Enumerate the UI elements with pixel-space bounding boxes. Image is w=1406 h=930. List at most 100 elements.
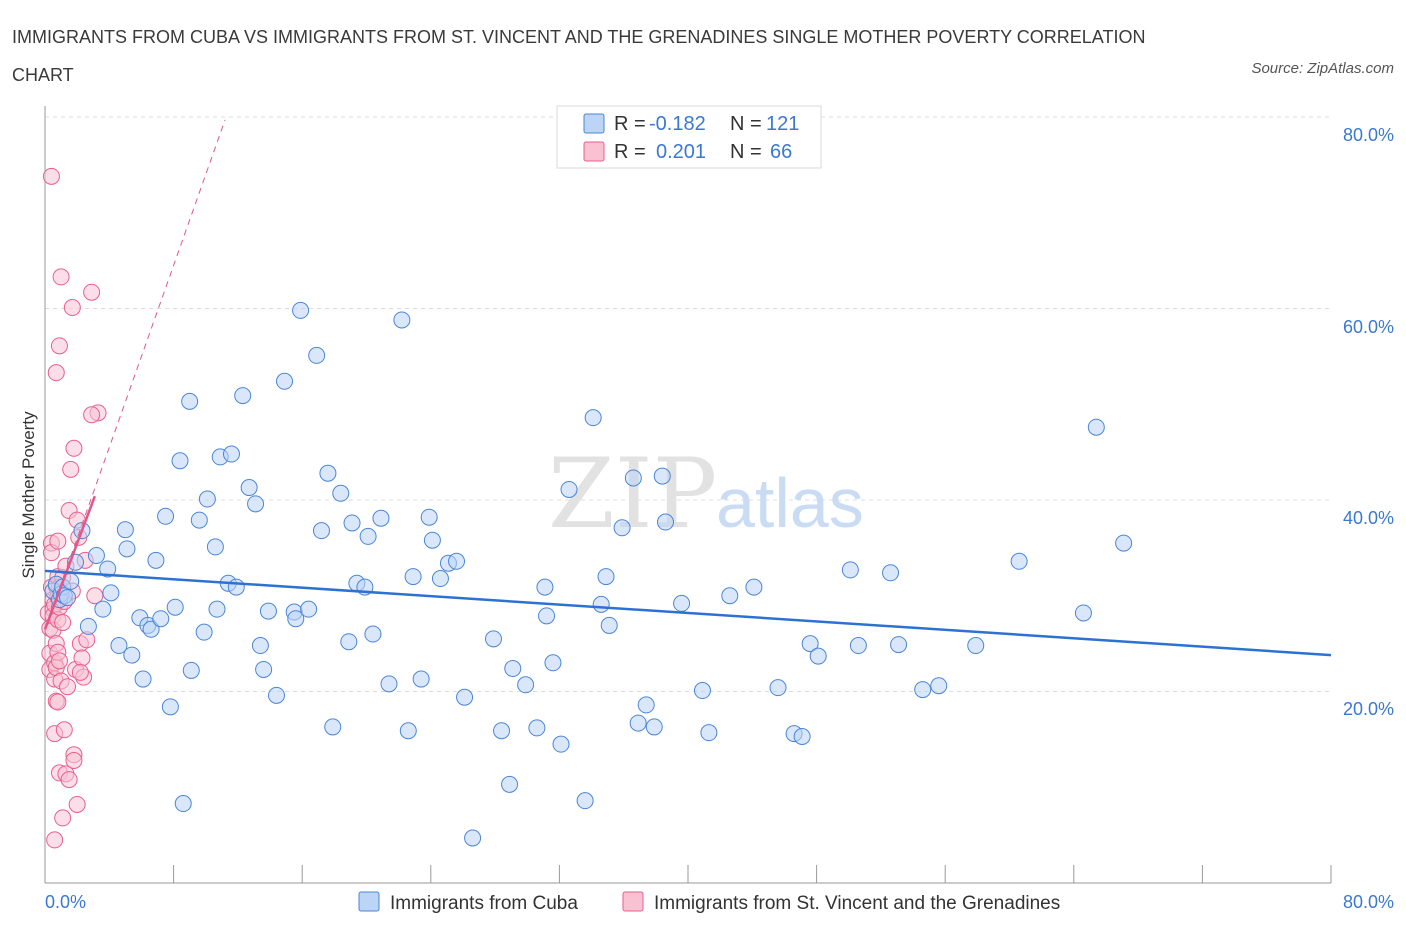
point-cuba — [528, 719, 546, 737]
point-cuba — [448, 552, 466, 570]
point-cuba — [700, 724, 718, 742]
point-cuba — [456, 688, 474, 706]
point-svg — [83, 283, 101, 301]
trend-lines — [43, 119, 1332, 657]
legend-n-value-cuba: 121 — [766, 113, 799, 135]
point-svg — [54, 614, 72, 632]
point-svg — [42, 167, 60, 185]
point-cuba — [134, 670, 152, 688]
point-cuba — [116, 521, 134, 539]
point-cuba — [560, 480, 578, 498]
point-cuba — [234, 387, 252, 405]
point-cuba — [536, 578, 554, 596]
legend-n-value-svg: 66 — [770, 141, 792, 163]
point-cuba — [222, 445, 240, 463]
point-cuba — [171, 452, 189, 470]
point-svg — [62, 460, 80, 478]
point-cuba — [332, 484, 350, 502]
point-cuba — [592, 595, 610, 613]
point-cuba — [809, 647, 827, 665]
point-cuba — [372, 509, 390, 527]
point-cuba — [182, 661, 200, 679]
y-tick-label-60: 60.0% — [1343, 317, 1394, 337]
point-svg — [65, 439, 83, 457]
point-cuba — [267, 686, 285, 704]
point-cuba — [412, 670, 430, 688]
point-cuba — [721, 587, 739, 605]
point-cuba — [613, 519, 631, 537]
point-cuba — [484, 630, 502, 648]
point-cuba — [79, 617, 97, 635]
point-cuba — [673, 594, 691, 612]
point-cuba — [1087, 418, 1105, 436]
legend-swatch-svg — [583, 141, 605, 162]
point-cuba — [240, 479, 258, 497]
point-cuba — [174, 795, 192, 813]
trend-line-cuba — [44, 569, 1332, 657]
point-cuba — [552, 735, 570, 753]
point-cuba — [190, 511, 208, 529]
legend-r-label-svg: R = — [614, 141, 646, 163]
point-cuba — [544, 654, 562, 672]
point-cuba — [247, 495, 265, 513]
point-cuba — [890, 636, 908, 654]
point-cuba — [312, 522, 330, 540]
point-svg — [50, 337, 68, 355]
point-cuba — [967, 637, 985, 655]
point-cuba — [308, 346, 326, 364]
point-svg — [54, 809, 72, 827]
point-cuba — [142, 620, 160, 638]
point-svg — [47, 364, 65, 382]
point-cuba — [340, 633, 358, 651]
x-tick-label-min: 0.0% — [45, 892, 86, 912]
y-tick-label-20: 20.0% — [1343, 699, 1394, 719]
point-cuba — [166, 598, 184, 616]
x-axis-ticks — [44, 865, 1332, 883]
point-svg — [55, 721, 73, 739]
legend-swatch-cuba — [583, 113, 605, 134]
point-cuba — [87, 547, 105, 565]
watermark-atlas: atlas — [716, 464, 864, 542]
point-svg — [49, 693, 67, 711]
legend-r-value-svg: 0.201 — [656, 141, 706, 163]
point-cuba — [637, 696, 655, 714]
point-cuba — [501, 775, 519, 793]
point-cuba — [769, 679, 787, 697]
point-cuba — [198, 490, 216, 508]
point-cuba — [517, 676, 535, 694]
bottom-legend-swatch-svg — [622, 891, 644, 912]
y-tick-label-80: 80.0% — [1343, 125, 1394, 145]
point-cuba — [914, 681, 932, 699]
point-cuba — [59, 589, 77, 607]
point-cuba — [841, 561, 859, 579]
point-cuba — [300, 600, 318, 618]
point-cuba — [276, 372, 294, 390]
point-cuba — [110, 637, 128, 655]
x-tick-label-max: 80.0% — [1343, 892, 1394, 912]
point-cuba — [849, 637, 867, 655]
point-cuba — [745, 578, 763, 596]
source-label: Source: ZipAtlas.com — [1251, 60, 1394, 77]
point-svg — [63, 299, 81, 317]
point-cuba — [147, 551, 165, 569]
legend-box: R = -0.182 N = 121 R = 0.201 N = 66 — [556, 105, 822, 169]
point-cuba — [380, 675, 398, 693]
point-svg — [83, 406, 101, 424]
point-svg — [59, 678, 77, 696]
point-cuba — [423, 531, 441, 549]
point-cuba — [227, 578, 245, 596]
point-cuba — [801, 635, 819, 653]
point-cuba — [1115, 534, 1133, 552]
point-cuba — [431, 570, 449, 588]
point-cuba — [251, 637, 269, 655]
chart-title: IMMIGRANTS FROM CUBA VS IMMIGRANTS FROM … — [12, 27, 1146, 85]
point-cuba — [161, 698, 179, 716]
point-cuba — [504, 660, 522, 678]
point-cuba — [255, 660, 273, 678]
point-cuba — [99, 560, 117, 578]
point-cuba — [576, 792, 594, 810]
point-cuba — [882, 564, 900, 582]
point-cuba — [793, 728, 811, 746]
point-cuba — [600, 616, 618, 634]
point-cuba — [206, 538, 224, 556]
